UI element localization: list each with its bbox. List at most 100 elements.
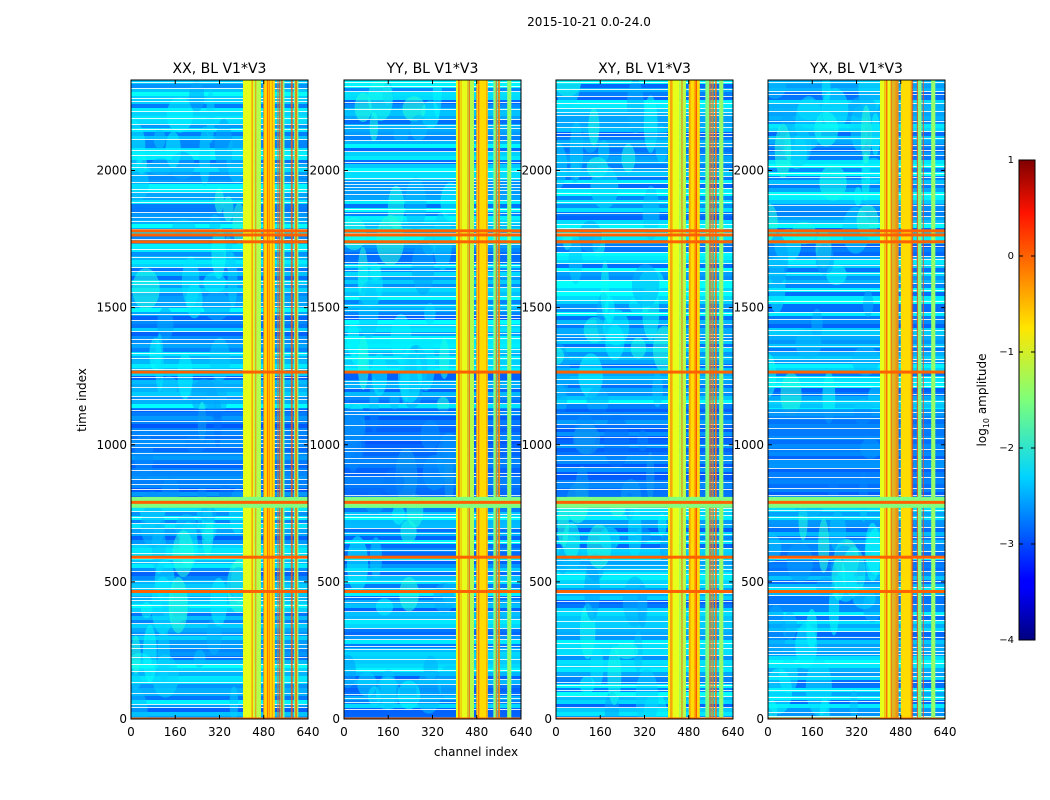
heatmap-row	[768, 672, 945, 676]
time-segment	[556, 409, 733, 459]
rfi-stripe	[495, 80, 497, 719]
rfi-stripe	[884, 80, 886, 719]
dropout-row	[131, 111, 308, 112]
dropout-row	[344, 517, 521, 518]
dropout-row	[344, 135, 521, 136]
dropout-row	[768, 335, 945, 336]
dropout-row	[344, 349, 521, 350]
dropout-row	[556, 611, 733, 612]
heatmap-row	[556, 396, 733, 400]
heatmap-row	[131, 512, 308, 516]
dropout-row	[768, 301, 945, 302]
dropout-row	[344, 440, 521, 441]
dropout-row	[131, 435, 308, 436]
dropout-row	[556, 437, 733, 438]
rfi-band	[719, 80, 724, 719]
dropout-row	[131, 447, 308, 448]
rfi-band	[688, 80, 700, 719]
heatmap-row	[556, 548, 733, 552]
colorbar-tick-label: −4	[999, 635, 1014, 646]
dropout-row	[344, 709, 521, 710]
heatmap-row	[556, 560, 733, 564]
heatmap-row	[344, 572, 521, 576]
dropout-row	[131, 212, 308, 213]
heatmap-row	[344, 620, 521, 624]
heatmap-row	[131, 676, 308, 680]
dropout-row	[768, 319, 945, 320]
dropout-row	[131, 410, 308, 411]
rfi-stripe	[895, 80, 897, 719]
dropout-row	[344, 448, 521, 449]
noise-patch	[569, 121, 584, 180]
rfi-stripe	[467, 80, 469, 719]
heatmap-row	[556, 552, 733, 556]
dropout-row	[768, 94, 945, 95]
heatmap-row	[131, 652, 308, 656]
heatmap-row	[344, 632, 521, 636]
y-axis-label: time index	[75, 368, 89, 432]
heatmap-row	[344, 168, 521, 172]
heatmap-row	[556, 96, 733, 100]
heatmap-row	[344, 292, 521, 296]
heatmap-row	[131, 108, 308, 112]
heatmap-row	[768, 648, 945, 652]
heatmap-row	[344, 200, 521, 204]
dropout-row	[768, 111, 945, 112]
heatmap-row	[131, 212, 308, 216]
dropout-row	[131, 682, 308, 683]
dropout-row	[768, 312, 945, 313]
noise-patch	[223, 235, 233, 270]
heatmap-row	[556, 660, 733, 664]
heatmap-row	[768, 320, 945, 324]
dropout-row	[344, 365, 521, 366]
heatmap-row	[556, 100, 733, 104]
heatmap-row	[556, 580, 733, 584]
heatmap-row	[768, 284, 945, 288]
rfi-stripe	[896, 80, 898, 719]
dropout-row	[344, 425, 521, 426]
dropout-row	[344, 162, 521, 163]
dropout-row	[131, 553, 308, 554]
dropout-row	[768, 290, 945, 291]
noise-patch	[768, 532, 782, 563]
dropout-row	[131, 129, 308, 130]
heatmap-row	[556, 636, 733, 640]
noise-patch	[579, 676, 595, 694]
noise-patch	[654, 125, 669, 164]
heatmap-row	[556, 544, 733, 548]
rfi-band	[705, 80, 710, 719]
dropout-row	[556, 168, 733, 169]
dropout-row	[344, 140, 521, 141]
dropout-row	[768, 651, 945, 652]
rfi-stripe	[694, 80, 696, 719]
dropout-row	[556, 337, 733, 338]
heatmap-row	[344, 88, 521, 92]
dropout-row	[131, 693, 308, 694]
dropout-row	[768, 138, 945, 139]
noise-patch	[424, 302, 436, 325]
heatmap-row	[768, 160, 945, 164]
heatmap-row	[344, 576, 521, 580]
dropout-row	[768, 615, 945, 616]
dropout-row	[768, 672, 945, 673]
noise-patch	[209, 337, 231, 382]
heatmap-row	[344, 592, 521, 596]
y-tick-label: 1000	[96, 438, 127, 452]
dropout-row	[768, 184, 945, 185]
heatmap-row	[768, 180, 945, 184]
dropout-row	[556, 601, 733, 602]
dropout-row	[556, 489, 733, 490]
dropout-row	[768, 351, 945, 352]
dropout-row	[344, 151, 521, 152]
dropout-row	[768, 551, 945, 552]
dropout-row	[556, 280, 733, 281]
dropout-row	[556, 508, 733, 509]
heatmap-row	[556, 520, 733, 524]
dropout-row	[556, 188, 733, 189]
noise-patch	[870, 113, 881, 156]
noise-patch	[131, 687, 148, 719]
dropout-row	[344, 575, 521, 576]
panels: XX, BL V1*V3 0 160 320 480 640 0 500 1000 1500 200…	[75, 61, 956, 759]
noise-patch	[368, 686, 381, 707]
flagged-row	[344, 589, 521, 593]
